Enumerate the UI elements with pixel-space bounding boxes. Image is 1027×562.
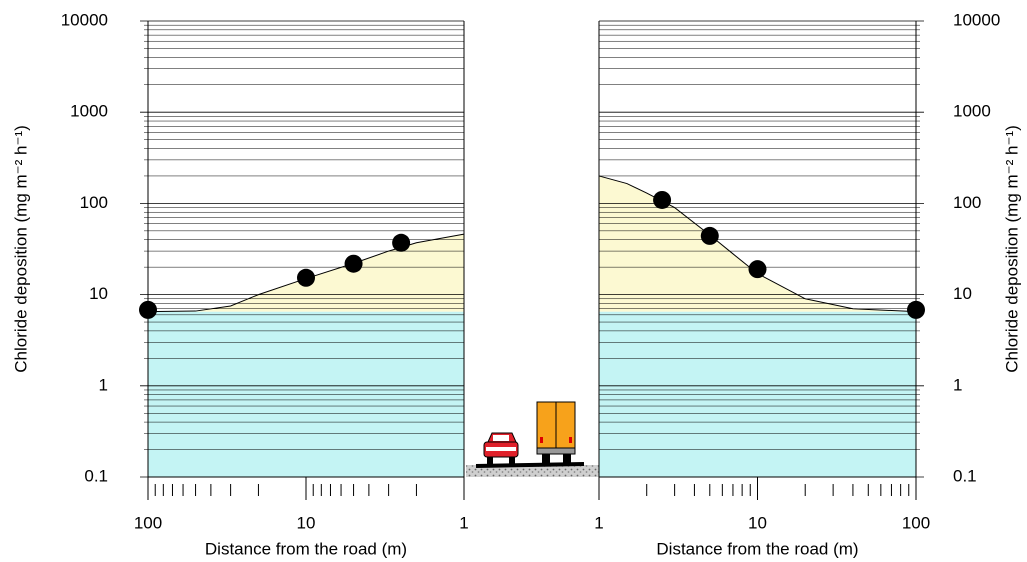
data-point [392,233,411,252]
fit-curve [598,175,917,313]
y-axis-label: Chloride deposition (mg m⁻² h⁻¹) [11,125,30,373]
data-point [344,254,363,273]
data-point [748,260,767,279]
y-tick-label: 1000 [70,102,108,121]
data-point [653,190,672,209]
y-tick-label: 10000 [953,10,1000,29]
excess-area [148,234,464,312]
excess-area [599,175,916,312]
background-band [599,311,916,477]
data-point [297,268,315,287]
x-tick-label: 100 [902,513,930,532]
panel: 0.1 1 10 100 1000 10000 1 10 100 Distance from th… [594,10,1021,558]
x-tick-label: 1 [459,513,468,532]
x-tick-label: 10 [748,513,767,532]
y-tick-label: 10 [89,284,108,303]
x-tick-label: 100 [134,513,162,532]
x-tick-label: 1 [594,513,603,532]
y-tick-label: 1 [99,375,108,394]
x-tick-label: 10 [297,513,316,532]
y-tick-label: 0.1 [84,466,108,485]
x-axis-label: Distance from the road (m) [656,539,858,558]
y-tick-label: 100 [80,193,108,212]
data-point [907,300,925,319]
y-tick-label: 10 [953,284,972,303]
y-tick-label: 100 [953,193,981,212]
background-band [148,311,464,477]
y-axis-label: Chloride deposition (mg m⁻² h⁻¹) [1002,125,1021,373]
y-tick-label: 1 [953,375,962,394]
data-point [700,226,719,245]
data-point [139,300,157,319]
road-illustration [466,401,606,477]
y-tick-label: 0.1 [953,466,977,485]
y-tick-label: 10000 [61,10,108,29]
panel: 0.1 1 10 100 1000 10000 100 10 1 Distance from th… [11,10,468,558]
y-tick-label: 1000 [953,102,991,121]
x-axis-label: Distance from the road (m) [205,539,407,558]
